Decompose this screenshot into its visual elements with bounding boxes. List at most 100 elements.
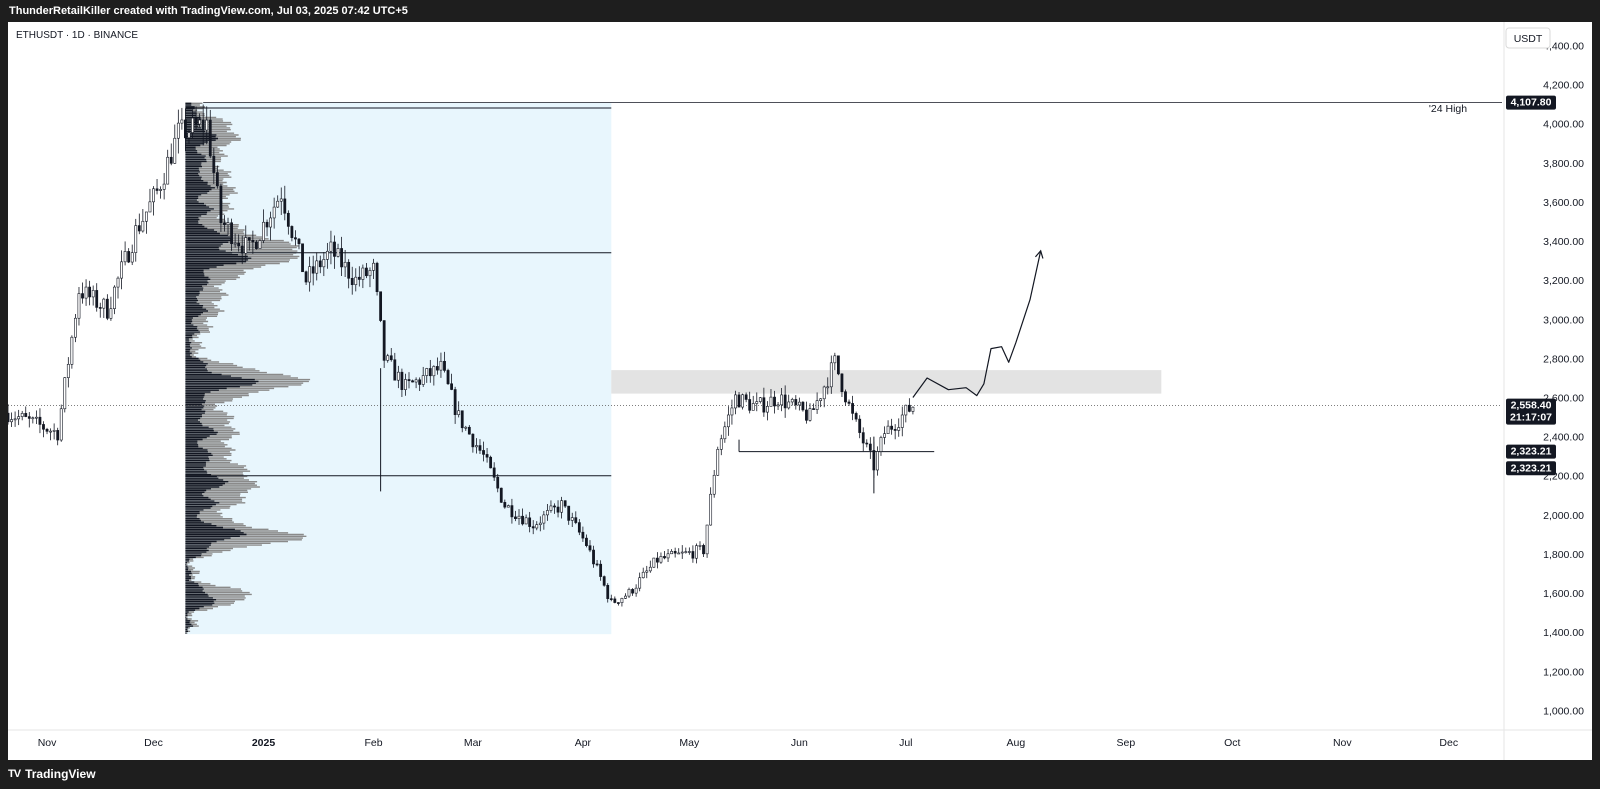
candle-body xyxy=(137,225,141,232)
candle-body xyxy=(687,551,691,553)
candle-body xyxy=(663,556,666,559)
candle-body xyxy=(258,240,262,249)
candle-body xyxy=(744,394,748,400)
tradingview-logo[interactable]: TV TradingView xyxy=(8,760,96,789)
candle-body xyxy=(297,238,301,245)
candle-body xyxy=(396,371,400,381)
candle-body xyxy=(624,595,627,599)
candle-body xyxy=(98,307,102,309)
candle-body xyxy=(393,359,397,381)
candle-body xyxy=(155,188,159,191)
candle-body xyxy=(42,424,45,430)
price-axis-tick-label: 3,800.00 xyxy=(1543,158,1584,170)
candle-body xyxy=(365,267,368,277)
candle-body xyxy=(485,454,489,458)
candle-body xyxy=(269,217,273,228)
candle-body xyxy=(123,251,127,263)
price-axis-tick-label: 2,000.00 xyxy=(1543,510,1584,522)
candle-body xyxy=(354,276,358,286)
candle-body xyxy=(499,487,503,503)
candle-body xyxy=(570,517,574,521)
price-axis-tick-label: 4,200.00 xyxy=(1543,80,1584,92)
chart-frame[interactable]: '24 High 1,000.00 1,200.00 1,400.00 1,600.00… xyxy=(8,22,1592,760)
candle-body xyxy=(283,198,287,214)
price-axis-tick-label: 3,400.00 xyxy=(1543,236,1584,248)
candle-body xyxy=(666,553,670,559)
candle-body xyxy=(670,551,674,555)
candle-body xyxy=(109,308,113,319)
candle-body xyxy=(801,401,805,411)
candle-body xyxy=(631,589,634,594)
candle-body xyxy=(191,117,194,133)
candle-body xyxy=(166,156,170,185)
candle-body xyxy=(308,266,312,283)
candle-body xyxy=(407,379,411,382)
candle-body xyxy=(361,267,365,280)
candle-body xyxy=(794,399,798,406)
tradingview-logo-icon: TV xyxy=(8,768,21,780)
candle-body xyxy=(244,237,248,254)
candle-body xyxy=(460,410,464,429)
candle-body xyxy=(421,375,425,385)
candle-body xyxy=(482,450,485,455)
candle-body xyxy=(255,241,258,249)
candle-body xyxy=(638,577,642,589)
candle-body xyxy=(695,545,698,559)
candle-body xyxy=(492,467,496,478)
candle-body xyxy=(38,416,42,425)
candle-body xyxy=(226,222,230,225)
level-price-tag-2-bg xyxy=(1506,461,1556,476)
candle-body xyxy=(63,377,67,410)
time-axis-tick-label: Nov xyxy=(38,737,57,749)
candle-body xyxy=(797,401,801,406)
candle-body xyxy=(723,426,727,440)
candle-body xyxy=(318,260,322,268)
candle-body xyxy=(425,368,429,376)
candle-body xyxy=(223,222,226,225)
candle-body xyxy=(34,416,38,419)
current-price-tag-text: 2,558.40 xyxy=(1511,400,1552,412)
candle-body xyxy=(180,119,184,124)
candle-body xyxy=(386,355,390,361)
candle-body xyxy=(10,419,13,423)
candle-body xyxy=(233,242,237,245)
candle-body xyxy=(176,122,180,139)
candle-body xyxy=(120,261,123,279)
candle-body xyxy=(290,226,294,238)
candle-body xyxy=(606,585,610,599)
candle-body xyxy=(113,286,116,309)
candle-body xyxy=(247,237,251,241)
candle-body xyxy=(134,225,138,253)
price-axis-tick-label: 2,800.00 xyxy=(1543,353,1584,365)
candle-body xyxy=(159,189,162,191)
candle-body xyxy=(815,400,819,410)
candle-body xyxy=(294,237,297,240)
candle-body xyxy=(829,362,833,388)
candle-body xyxy=(95,290,99,308)
candle-body xyxy=(102,298,106,309)
candle-body xyxy=(24,413,28,417)
candle-body xyxy=(336,248,340,257)
candle-body xyxy=(805,409,808,421)
candle-body xyxy=(311,266,315,274)
candle-body xyxy=(240,245,244,254)
candle-body xyxy=(127,251,131,263)
candle-body xyxy=(673,551,677,554)
candle-body xyxy=(585,537,588,546)
candle-body xyxy=(741,394,744,408)
candle-body xyxy=(45,428,49,432)
time-axis-tick-label: Oct xyxy=(1224,737,1240,749)
candle-body xyxy=(758,397,762,402)
candle-body xyxy=(581,531,585,539)
candle-body xyxy=(506,505,510,508)
candlestick-chart[interactable]: '24 High 1,000.00 1,200.00 1,400.00 1,600.00… xyxy=(8,22,1592,760)
time-axis-tick-label: Sep xyxy=(1116,737,1135,749)
candle-body xyxy=(865,442,869,445)
time-axis-tick-label: May xyxy=(679,737,700,749)
high-price-tag-text: 4,107.80 xyxy=(1511,97,1552,109)
candle-body xyxy=(602,576,606,586)
time-axis-tick-label: Jul xyxy=(899,737,912,749)
symbol-info: ETHUSDT · 1D · BINANCE xyxy=(16,30,139,41)
price-axis-tick-label: 1,200.00 xyxy=(1543,666,1584,678)
candle-body xyxy=(542,514,546,524)
